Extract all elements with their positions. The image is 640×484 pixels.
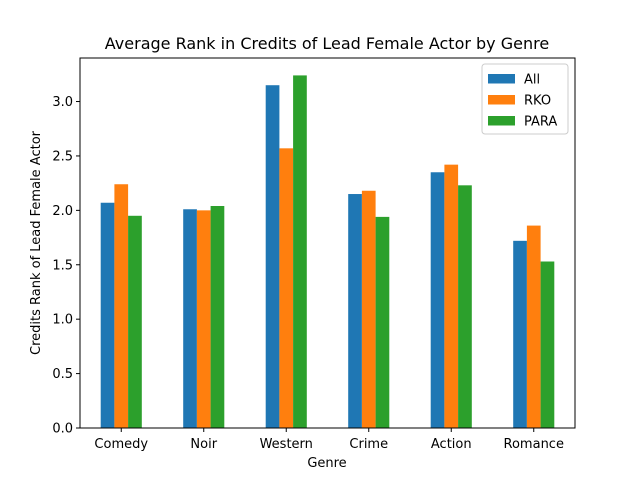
- bar-all-comedy: [100, 202, 115, 428]
- legend-swatch-para: [488, 116, 515, 126]
- y-tick-label: 3.0: [52, 95, 73, 110]
- bar-all-action: [430, 172, 445, 428]
- x-tick-label: Romance: [504, 437, 564, 452]
- y-tick-label: 1.0: [52, 313, 73, 328]
- bar-rko-comedy: [114, 184, 129, 428]
- axes-frame: [79, 57, 576, 429]
- bar-all-crime: [348, 194, 362, 428]
- y-tick-label: 2.5: [52, 149, 73, 164]
- bar-para-comedy: [128, 215, 142, 428]
- legend: All RKO PARA: [481, 63, 569, 135]
- legend-swatch-rko: [488, 95, 515, 105]
- bar-rko-western: [279, 148, 294, 428]
- bar-para-noir: [210, 206, 225, 428]
- x-tick-label: Action: [431, 437, 472, 452]
- bar-all-romance: [513, 240, 527, 428]
- bar-rko-noir: [196, 210, 211, 428]
- bar-para-crime: [375, 216, 390, 428]
- bar-para-action: [458, 185, 472, 428]
- y-tick-label: 2.0: [52, 204, 73, 219]
- chart-title: Average Rank in Credits of Lead Female A…: [105, 34, 549, 53]
- y-tick-label: 0.0: [52, 422, 73, 437]
- bar-para-western: [293, 75, 307, 428]
- y-tick-label: 1.5: [52, 258, 73, 273]
- x-axis-label: Genre: [307, 456, 346, 471]
- bar-rko-crime: [361, 190, 376, 428]
- bar-all-western: [265, 85, 280, 429]
- legend-label-rko: RKO: [524, 94, 551, 109]
- legend-swatch-all: [488, 74, 515, 84]
- x-tick-label: Comedy: [94, 437, 148, 452]
- legend-label-para: PARA: [524, 115, 557, 130]
- bar-all-noir: [183, 209, 197, 428]
- legend-label-all: All: [524, 73, 540, 88]
- bar-rko-action: [444, 164, 459, 428]
- x-tick-label: Noir: [190, 437, 217, 452]
- y-axis-label: Credits Rank of Lead Female Actor: [29, 130, 44, 355]
- x-tick-label: Western: [260, 437, 313, 452]
- plot-area: Comedy Noir Western Crime Action Romance 0.0 0.…: [52, 75, 564, 452]
- bar-rko-romance: [526, 225, 541, 428]
- bar-para-romance: [540, 261, 555, 428]
- y-tick-label: 0.5: [52, 367, 73, 382]
- x-tick-label: Crime: [349, 437, 388, 452]
